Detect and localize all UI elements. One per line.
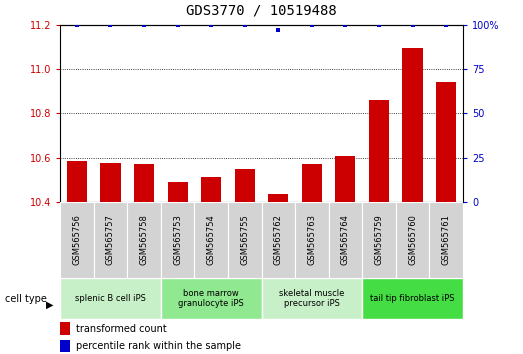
Bar	[228, 202, 262, 278]
Bar	[262, 278, 362, 319]
Bar	[60, 278, 161, 319]
Text: GSM565761: GSM565761	[441, 215, 451, 265]
Text: GDS3770 / 10519488: GDS3770 / 10519488	[186, 4, 337, 18]
Bar	[396, 202, 429, 278]
Point	[207, 22, 215, 28]
Point	[442, 22, 450, 28]
Text: GSM565760: GSM565760	[408, 215, 417, 265]
Text: GSM565762: GSM565762	[274, 215, 283, 265]
Point	[174, 22, 182, 28]
Text: cell type: cell type	[5, 294, 47, 304]
Bar	[100, 163, 120, 354]
Text: transformed count: transformed count	[76, 324, 167, 333]
Bar	[195, 202, 228, 278]
Bar	[295, 202, 328, 278]
Bar	[201, 177, 221, 354]
Text: splenic B cell iPS: splenic B cell iPS	[75, 294, 146, 303]
Bar	[302, 164, 322, 354]
Point	[308, 22, 316, 28]
Bar	[161, 278, 262, 319]
Text: GSM565754: GSM565754	[207, 215, 215, 265]
Bar	[335, 156, 356, 354]
Text: GSM565763: GSM565763	[308, 214, 316, 266]
Bar	[328, 202, 362, 278]
Bar	[127, 202, 161, 278]
Bar	[60, 322, 70, 335]
Bar	[60, 340, 70, 352]
Bar	[362, 278, 463, 319]
Bar	[235, 169, 255, 354]
Bar	[60, 202, 94, 278]
Bar	[403, 48, 423, 354]
Text: GSM565756: GSM565756	[72, 215, 82, 265]
Bar	[436, 82, 456, 354]
Text: GSM565764: GSM565764	[341, 215, 350, 265]
Text: skeletal muscle
precursor iPS: skeletal muscle precursor iPS	[279, 289, 345, 308]
Point	[73, 22, 81, 28]
Bar	[167, 182, 188, 354]
Point	[375, 22, 383, 28]
Text: GSM565758: GSM565758	[140, 215, 149, 265]
Point	[408, 22, 417, 28]
Point	[274, 27, 282, 33]
Text: ▶: ▶	[46, 300, 53, 310]
Point	[106, 22, 115, 28]
Bar	[134, 164, 154, 354]
Bar	[369, 100, 389, 354]
Text: GSM565757: GSM565757	[106, 215, 115, 265]
Text: percentile rank within the sample: percentile rank within the sample	[76, 341, 241, 351]
Bar	[262, 202, 295, 278]
Bar	[429, 202, 463, 278]
Bar	[67, 161, 87, 354]
Text: bone marrow
granulocyte iPS: bone marrow granulocyte iPS	[178, 289, 244, 308]
Point	[140, 22, 148, 28]
Bar	[161, 202, 195, 278]
Bar	[94, 202, 127, 278]
Text: GSM565753: GSM565753	[173, 215, 182, 265]
Point	[341, 22, 349, 28]
Text: GSM565755: GSM565755	[240, 215, 249, 265]
Text: tail tip fibroblast iPS: tail tip fibroblast iPS	[370, 294, 455, 303]
Point	[241, 22, 249, 28]
Bar	[268, 194, 288, 354]
Bar	[362, 202, 396, 278]
Text: GSM565759: GSM565759	[374, 215, 383, 265]
